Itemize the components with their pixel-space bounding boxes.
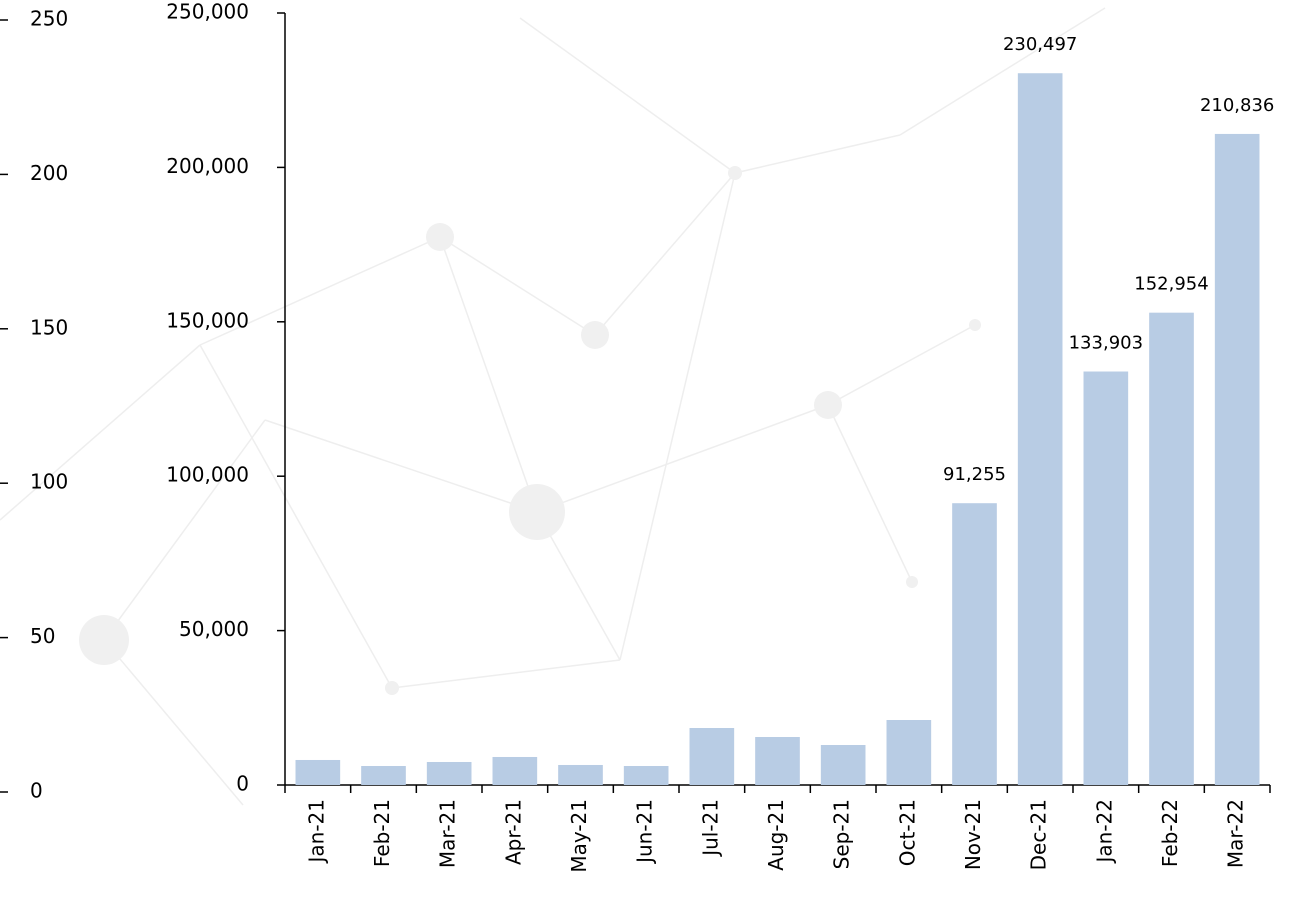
bar bbox=[821, 745, 866, 785]
bar bbox=[887, 720, 932, 785]
y-tick-label: 100,000 bbox=[166, 463, 249, 487]
value-label: 230,497 bbox=[1003, 34, 1077, 55]
y2-tick-label: 50 bbox=[30, 624, 55, 648]
x-tick-label: Jan-21 bbox=[304, 799, 328, 865]
x-tick-label: Jun-21 bbox=[633, 799, 657, 865]
x-tick-label: Aug-21 bbox=[764, 799, 788, 871]
x-tick-label: Dec-21 bbox=[1027, 799, 1051, 870]
bar bbox=[1149, 313, 1194, 785]
x-tick-label: Apr-21 bbox=[501, 799, 525, 865]
x-tick-label: Oct-21 bbox=[895, 799, 919, 866]
bar bbox=[427, 762, 472, 785]
value-label: 210,836 bbox=[1200, 95, 1274, 116]
bar bbox=[361, 766, 406, 785]
y-tick-label: 50,000 bbox=[179, 617, 249, 641]
y2-tick-label: 150 bbox=[30, 315, 68, 339]
background-pattern bbox=[0, 8, 1105, 805]
x-tick-label: Mar-22 bbox=[1224, 799, 1248, 868]
x-tick-label: Mar-21 bbox=[436, 799, 460, 868]
chart: 0 50,000 100,000 150,000 200,000 250,000 0 50 10… bbox=[0, 0, 1307, 904]
x-tick-label: Jul-21 bbox=[698, 799, 722, 858]
page: {"chart_data": {"type": "bar", "categori… bbox=[0, 0, 1307, 904]
bar bbox=[1018, 73, 1063, 785]
y-tick-label: 150,000 bbox=[166, 308, 249, 332]
x-tick-label: Feb-22 bbox=[1158, 799, 1182, 867]
bar bbox=[624, 766, 669, 785]
bar bbox=[1084, 372, 1129, 785]
y2-tick-label: 0 bbox=[30, 779, 43, 803]
y-tick-label: 0 bbox=[236, 772, 249, 796]
bar bbox=[952, 503, 997, 785]
x-tick-label: Sep-21 bbox=[830, 799, 854, 869]
x-tick-label: Feb-21 bbox=[370, 799, 394, 867]
x-tick-label: Nov-21 bbox=[961, 799, 985, 870]
bar bbox=[755, 737, 800, 785]
y2-tick-label: 200 bbox=[30, 161, 68, 185]
bar bbox=[690, 728, 735, 785]
y2-tick-label: 100 bbox=[30, 470, 68, 494]
bar bbox=[558, 765, 603, 785]
y-tick-label: 200,000 bbox=[166, 154, 249, 178]
x-tick-label: Jan-22 bbox=[1092, 799, 1116, 865]
x-tick-label: May-21 bbox=[567, 799, 591, 873]
value-label: 152,954 bbox=[1134, 274, 1208, 295]
value-label: 133,903 bbox=[1069, 333, 1143, 354]
y-tick-label: 250,000 bbox=[166, 0, 249, 24]
bar bbox=[493, 757, 538, 785]
bar bbox=[296, 760, 341, 785]
y2-tick-label: 250 bbox=[30, 7, 68, 31]
value-label: 91,255 bbox=[943, 464, 1006, 485]
bar bbox=[1215, 134, 1260, 785]
